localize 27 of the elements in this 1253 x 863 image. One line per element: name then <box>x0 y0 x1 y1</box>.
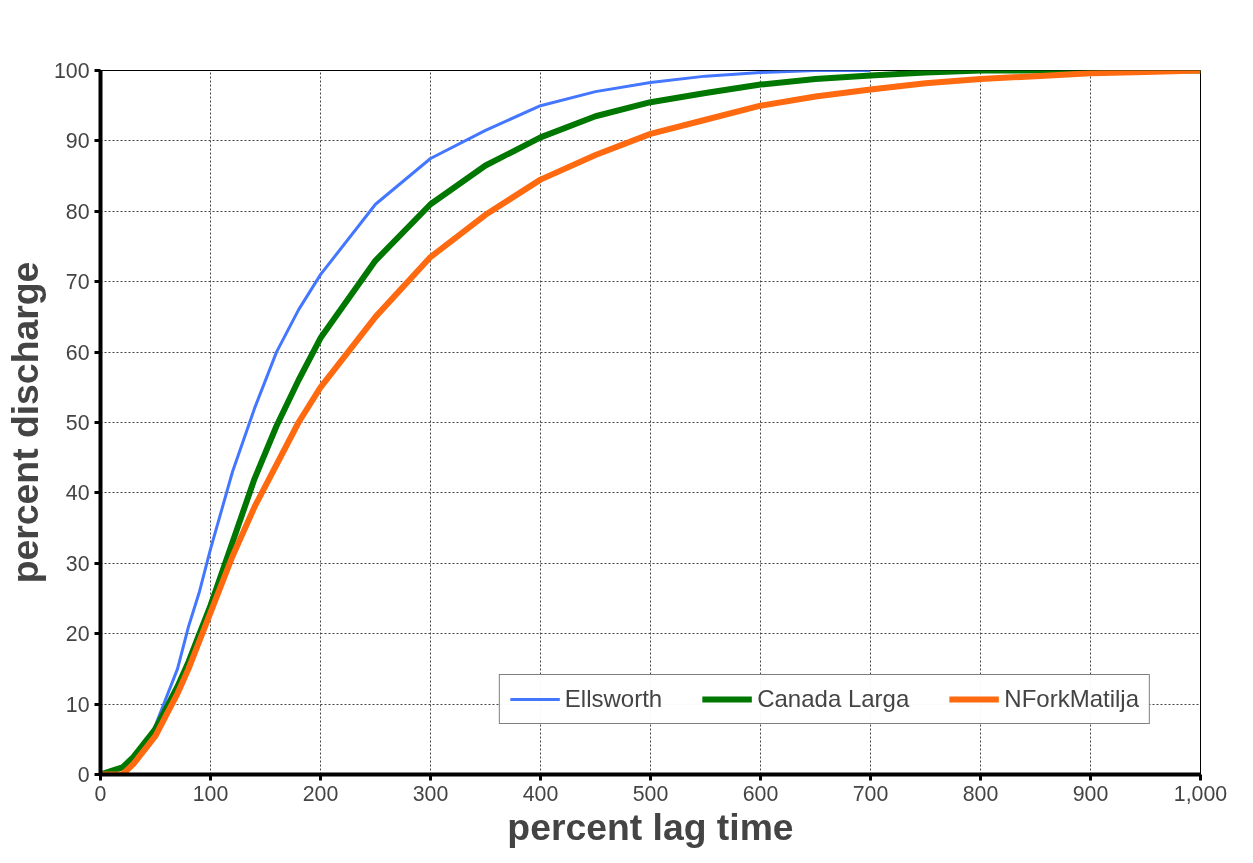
legend-label: Ellsworth <box>564 685 663 713</box>
x-tick-label: 1,000 <box>1173 781 1228 806</box>
y-tick-label: 70 <box>65 270 90 295</box>
legend-label: NForkMatilja <box>1004 685 1139 713</box>
x-tick-label: 700 <box>852 781 889 806</box>
x-tick-label: 200 <box>302 781 339 806</box>
y-axis-title: percent discharge <box>3 261 46 584</box>
y-tick-label: 10 <box>65 692 90 717</box>
y-tick-label: 90 <box>65 129 90 154</box>
x-tick-label: 100 <box>192 781 229 806</box>
y-tick-label: 30 <box>65 551 90 576</box>
x-tick-label: 500 <box>632 781 669 806</box>
x-tick-label: 0 <box>94 781 107 806</box>
y-tick-label: 40 <box>65 481 90 506</box>
y-tick-label: 60 <box>65 340 90 365</box>
y-tick-label: 80 <box>65 199 90 224</box>
y-tick-label: 50 <box>65 411 90 435</box>
legend-label: Canada Larga <box>757 685 910 713</box>
x-tick-label: 400 <box>522 781 559 806</box>
y-tick-label: 20 <box>65 622 90 647</box>
x-tick-label: 600 <box>742 781 779 806</box>
y-tick-label: 0 <box>77 763 90 787</box>
x-tick-label: 300 <box>412 781 449 806</box>
x-tick-label: 800 <box>962 781 999 806</box>
x-tick-label: 900 <box>1072 781 1109 806</box>
y-tick-label: 100 <box>53 59 90 83</box>
x-axis-title: percent lag time <box>507 805 794 848</box>
